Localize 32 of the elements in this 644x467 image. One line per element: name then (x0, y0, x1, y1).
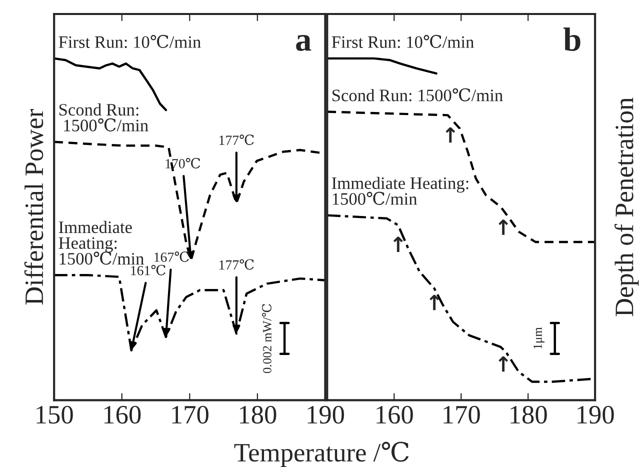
x-tick-label: 190 (578, 406, 614, 424)
x-tick-label: 180 (240, 406, 276, 424)
annotation: 177℃ (219, 134, 254, 146)
annotation: 1μm (534, 327, 544, 349)
annotation: 170℃ (166, 158, 200, 168)
annotation: ↑ (430, 294, 440, 310)
series-label: Scond Run: 1500℃/min (332, 88, 503, 102)
series-label: Scond Run: 1500℃/min (59, 103, 148, 132)
series-label: Immediate Heating: 1500℃/min (332, 176, 468, 205)
annotation: 177℃ (219, 259, 254, 270)
y-axis-title: Differential Power (24, 109, 44, 305)
series-label: First Run: 10℃/min (58, 34, 201, 48)
x-tick-label: 160 (104, 406, 141, 424)
x-tick-label: 180 (510, 406, 547, 424)
annotation: 0.002 mW/℃ (262, 304, 272, 374)
annotation: ↑ (393, 236, 403, 252)
x-tick-label: 190 (308, 406, 344, 424)
text: b (564, 28, 580, 51)
series-label: Immediate Heating: 1500℃/min (58, 220, 144, 265)
series-label: First Run: 10℃/min (332, 34, 474, 48)
x-tick-label: 160 (376, 406, 413, 424)
annotation: 167℃ (154, 252, 189, 262)
annotation: ↑ (498, 220, 508, 235)
y-axis-title: Depth of Penetration (614, 98, 639, 316)
x-tick-label: 170 (444, 406, 480, 424)
text: a (296, 35, 312, 51)
annotation: ↑ (446, 127, 456, 143)
annotation: 161℃ (131, 264, 166, 276)
x-axis-title: Temperature /℃ (234, 442, 409, 467)
x-tick-label: 150 (36, 406, 73, 424)
x-tick-label: 170 (172, 406, 208, 424)
annotation: ↑ (498, 356, 508, 372)
